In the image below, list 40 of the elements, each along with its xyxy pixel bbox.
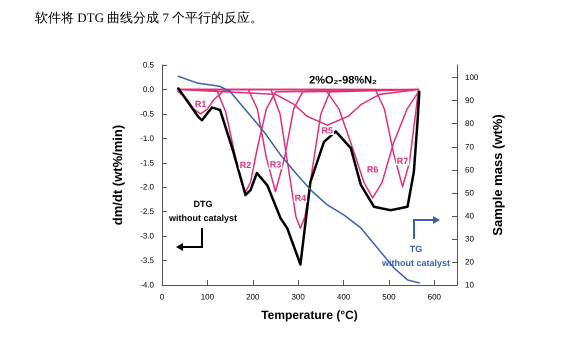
y2-tick-label: 50 [465,188,474,198]
y2-tick-label: 100 [465,73,479,82]
annotation: DTG without catalyst [168,199,238,223]
series-label: R3 [270,160,282,170]
y-tick-label: -2.0 [140,182,155,192]
y-tick-label: -3.5 [140,256,155,266]
y-tick-label: -4.0 [140,280,155,290]
y2-tick-label: 70 [465,142,474,152]
x-tick-label: 300 [291,292,306,302]
x-axis-title: Temperature (°C) [261,308,358,322]
series-label: R7 [396,156,408,166]
y2-tick-label: 90 [465,96,474,106]
y2-tick-label: 10 [465,280,474,290]
y2-tick-label: 40 [465,211,474,220]
x-tick-label: 600 [428,292,442,302]
text: 2%O₂-98%N₂ [309,74,378,86]
y-tick-label: -0.5 [140,109,155,118]
series-label: R2 [240,160,252,170]
chart-title: 软件将 DTG 曲线分成 7 个平行的反应。 [35,10,264,25]
y2-tick-label: 20 [465,257,474,266]
series-label: R6 [366,164,378,175]
x-tick-label: 100 [200,292,215,302]
y-tick-label: 0.5 [142,60,155,70]
series-label: R4 [294,192,306,203]
y2-tick-label: 60 [465,165,474,174]
y-tick-label: -3.0 [140,232,155,241]
y2-tick-label: 80 [465,119,474,128]
x-tick-label: 0 [160,292,165,302]
x-tick-label: 200 [246,292,260,302]
y-axis-title: dm/dt (wt%/min) [110,124,125,226]
y2-axis-title: Sample mass (wt%) [490,114,505,236]
x-tick-label: 500 [382,292,396,302]
y-tick-label: 0.0 [142,84,155,94]
y2-tick-label: 30 [465,234,474,244]
y-tick-label: -2.5 [140,207,155,216]
x-tick-label: 400 [336,292,351,302]
y-tick-label: -1.0 [140,134,155,143]
series-label: R1 [194,99,206,110]
series-label: R5 [321,126,333,136]
y-tick-label: -1.5 [140,158,155,168]
